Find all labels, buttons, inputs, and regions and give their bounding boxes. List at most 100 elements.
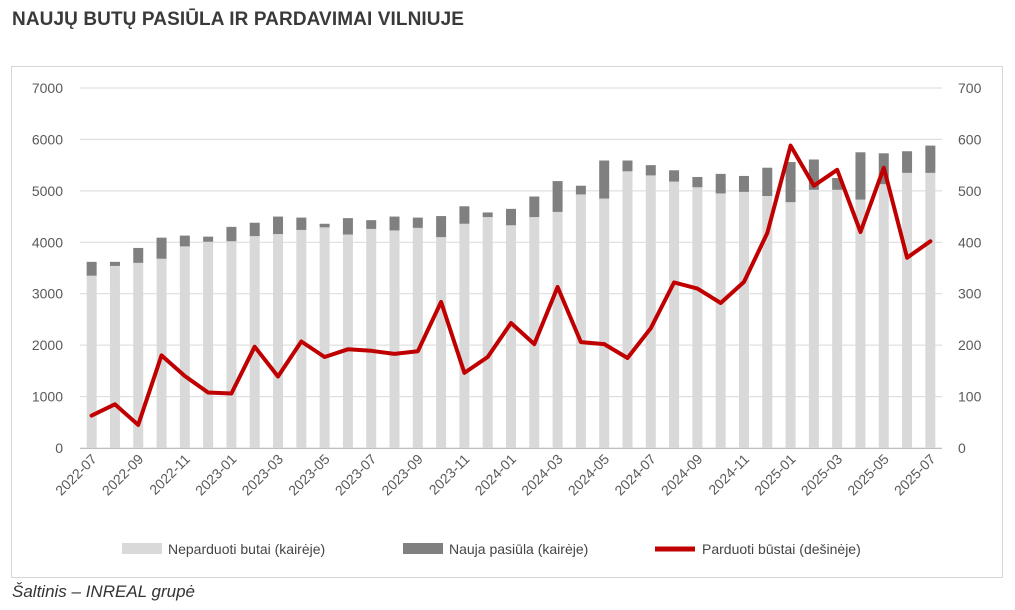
bar-unsold — [249, 236, 260, 448]
bar-new-supply — [552, 181, 563, 212]
bar-unsold — [506, 225, 516, 448]
x-tick-label: 2023-09 — [378, 451, 426, 499]
bar-unsold — [226, 241, 237, 448]
bar-unsold — [552, 211, 563, 448]
bar-unsold — [296, 229, 307, 448]
bar-new-supply — [529, 196, 540, 218]
y-left-tick-label: 2000 — [32, 337, 63, 353]
y-left-tick-label: 6000 — [32, 131, 63, 147]
bar-new-supply — [296, 217, 307, 230]
bar-new-supply — [342, 218, 353, 235]
bar-unsold — [133, 262, 144, 448]
bar-unsold — [529, 217, 540, 448]
x-tick-label: 2025-01 — [751, 451, 799, 499]
y-axis-left: 0 1000 2000 3000 4000 5000 6000 7000 — [32, 80, 63, 456]
bar-unsold — [459, 223, 470, 448]
bar-new-supply — [133, 247, 144, 263]
x-tick-label: 2025-03 — [798, 451, 846, 499]
bar-new-supply — [832, 178, 843, 190]
x-tick-label: 2023-03 — [238, 451, 286, 499]
bar-unsold — [366, 228, 377, 448]
bar-unsold — [762, 196, 773, 448]
bar-unsold — [832, 189, 843, 449]
y-left-tick-label: 7000 — [32, 80, 63, 96]
bar-new-supply — [273, 216, 284, 235]
y-right-tick-label: 500 — [958, 183, 982, 199]
y-right-tick-label: 700 — [958, 80, 982, 96]
legend-swatch-new-supply — [403, 543, 443, 554]
x-tick-label: 2024-09 — [658, 451, 706, 499]
bar-unsold — [436, 237, 447, 448]
sold-line — [89, 143, 933, 427]
legend-label-new-supply: Nauja pasiūla (kairėje) — [449, 541, 588, 557]
y-axis-right: 0 100 200 300 400 500 600 700 — [958, 80, 982, 456]
bar-new-supply — [366, 220, 377, 229]
bar-new-supply — [436, 216, 447, 238]
x-tick-label: 2023-01 — [192, 451, 240, 499]
y-left-tick-label: 3000 — [32, 286, 63, 302]
y-right-tick-label: 300 — [958, 286, 982, 302]
bar-new-supply — [389, 216, 400, 231]
bar-new-supply — [855, 152, 866, 200]
bar-new-supply — [692, 176, 703, 188]
x-tick-label: 2025-05 — [844, 451, 892, 499]
bar-unsold — [878, 184, 889, 448]
bar-new-supply — [319, 223, 330, 228]
bar-new-supply — [925, 145, 936, 173]
bars — [86, 145, 936, 449]
bar-unsold — [622, 171, 633, 449]
bar-unsold — [273, 234, 284, 448]
y-right-tick-label: 0 — [958, 440, 966, 456]
bar-new-supply — [109, 261, 120, 266]
y-left-tick-label: 1000 — [32, 389, 63, 405]
bar-new-supply — [249, 222, 260, 237]
bar-unsold — [86, 275, 97, 448]
bar-new-supply — [785, 162, 796, 203]
bar-new-supply — [179, 235, 190, 247]
bar-new-supply — [412, 217, 423, 228]
x-tick-label: 2024-05 — [565, 451, 613, 499]
bar-new-supply — [808, 159, 819, 190]
bar-unsold — [715, 193, 726, 448]
bar-new-supply — [203, 236, 214, 242]
bar-new-supply — [482, 212, 493, 218]
x-tick-label: 2022-11 — [146, 451, 193, 498]
bar-new-supply — [599, 160, 610, 199]
y-right-tick-label: 200 — [958, 337, 982, 353]
y-left-tick-label: 5000 — [32, 183, 63, 199]
x-tick-label: 2024-07 — [611, 451, 659, 499]
bar-unsold — [738, 191, 749, 448]
bar-new-supply — [86, 261, 97, 276]
bar-unsold — [179, 246, 190, 448]
source-note: Šaltinis – INREAL grupė — [12, 582, 196, 601]
bar-unsold — [645, 175, 656, 448]
bar-unsold — [692, 187, 703, 448]
x-tick-label: 2023-07 — [332, 451, 380, 499]
x-tick-label: 2024-11 — [705, 451, 752, 498]
legend-label-unsold: Neparduoti butai (kairėje) — [168, 541, 325, 557]
x-tick-label: 2025-07 — [891, 451, 939, 499]
bar-unsold — [412, 227, 423, 448]
x-tick-label: 2022-07 — [52, 451, 100, 499]
bar-unsold — [855, 199, 866, 448]
bar-unsold — [575, 194, 586, 448]
bar-unsold — [156, 258, 167, 448]
bar-unsold — [599, 198, 610, 448]
bar-new-supply — [575, 185, 586, 195]
bar-new-supply — [715, 173, 726, 194]
x-tick-label: 2024-03 — [518, 451, 566, 499]
bar-unsold — [203, 241, 214, 448]
x-tick-label: 2024-01 — [471, 451, 519, 499]
bar-unsold — [389, 230, 400, 448]
bar-unsold — [785, 202, 796, 448]
x-tick-label: 2022-09 — [99, 451, 147, 499]
bar-unsold — [669, 181, 680, 448]
bar-new-supply — [459, 206, 470, 224]
chart-title: NAUJŲ BUTŲ PASIŪLA IR PARDAVIMAI VILNIUJ… — [12, 9, 465, 30]
x-tick-label: 2023-11 — [426, 451, 473, 498]
bar-new-supply — [738, 175, 749, 192]
y-left-tick-label: 4000 — [32, 234, 63, 250]
bar-unsold — [482, 217, 493, 448]
